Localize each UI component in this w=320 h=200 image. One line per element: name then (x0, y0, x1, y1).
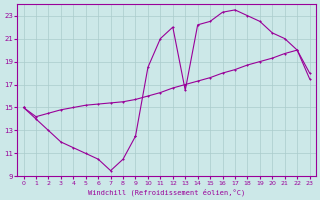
X-axis label: Windchill (Refroidissement éolien,°C): Windchill (Refroidissement éolien,°C) (88, 188, 245, 196)
